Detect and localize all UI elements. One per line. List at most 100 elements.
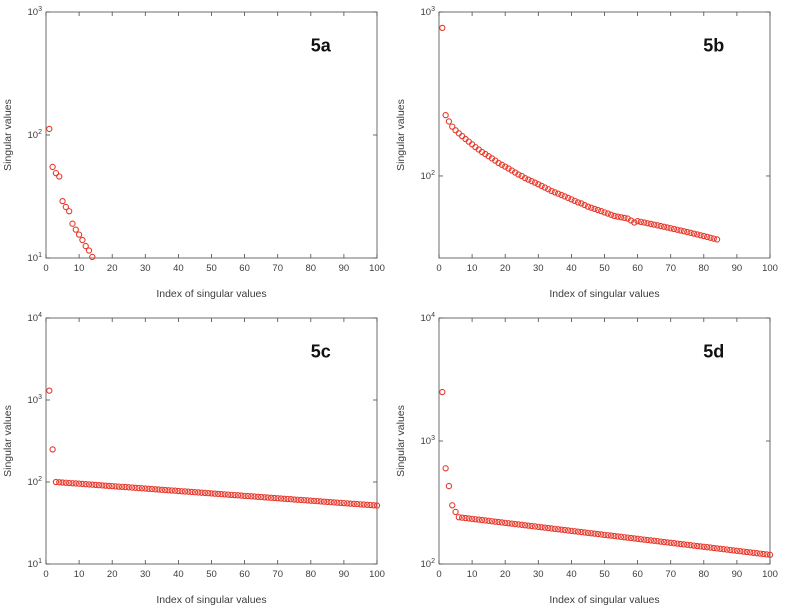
data-point <box>541 184 549 191</box>
data-point <box>521 174 529 182</box>
data-point <box>641 536 648 543</box>
data-point <box>670 540 678 547</box>
data-point <box>274 495 281 502</box>
data-point <box>46 125 53 133</box>
data-point <box>717 545 724 552</box>
data-point <box>281 495 288 502</box>
data-point <box>344 500 351 507</box>
data-series <box>439 388 774 558</box>
data-point <box>750 549 757 556</box>
x-tick-label: 80 <box>699 263 710 274</box>
data-point <box>208 490 215 497</box>
data-point <box>525 176 532 183</box>
data-point <box>545 186 552 193</box>
data-point <box>707 234 714 241</box>
data-point <box>324 498 331 506</box>
data-point <box>142 485 149 492</box>
data-point <box>135 484 142 492</box>
x-tick-label: 90 <box>732 569 743 580</box>
data-point <box>452 508 459 516</box>
data-point <box>69 220 76 227</box>
data-point <box>66 479 73 487</box>
data-point <box>737 548 744 555</box>
data-point <box>185 488 192 495</box>
data-point <box>518 521 525 528</box>
data-point <box>614 213 621 220</box>
data-point <box>178 488 185 495</box>
x-tick-label: 40 <box>566 569 577 580</box>
data-point <box>330 499 338 506</box>
x-tick-label: 60 <box>239 263 250 274</box>
data-point <box>611 532 618 540</box>
data-point <box>637 218 645 225</box>
data-point <box>439 388 446 396</box>
data-point <box>495 159 502 167</box>
chart-5d: 0 10 20 30 40 50 60 70 80 90 100 102 103 104 Index of … <box>395 312 778 606</box>
data-point <box>482 517 489 524</box>
x-tick-label: 0 <box>43 569 48 580</box>
data-point <box>657 538 664 545</box>
chart-panel-5b: 0 10 20 30 40 50 60 70 80 90 100 102 103 Index of sin… <box>393 0 787 306</box>
x-tick-label: 20 <box>500 569 511 580</box>
data-point <box>85 247 93 254</box>
data-point <box>531 179 539 186</box>
data-point <box>102 482 109 489</box>
data-point <box>753 550 760 557</box>
data-point <box>548 525 555 532</box>
data-point <box>79 236 86 244</box>
data-point <box>455 514 463 521</box>
data-point <box>459 514 466 521</box>
data-point <box>59 197 66 205</box>
data-point <box>485 517 492 524</box>
data-point <box>105 482 113 490</box>
data-point <box>525 522 532 529</box>
data-point <box>670 225 678 233</box>
data-point <box>145 485 152 492</box>
data-point <box>621 534 628 541</box>
data-point <box>687 542 694 549</box>
data-point <box>588 530 595 537</box>
data-point <box>72 226 79 233</box>
x-tick-label: 70 <box>272 569 283 580</box>
data-point <box>558 191 565 199</box>
data-point <box>238 492 245 499</box>
x-axis-label: Index of singular values <box>156 594 266 606</box>
data-point <box>122 483 129 491</box>
data-point <box>654 538 661 545</box>
data-point <box>588 204 595 211</box>
x-tick-label: 10 <box>74 263 85 274</box>
data-point <box>604 210 611 217</box>
data-point <box>320 498 328 505</box>
data-point <box>660 538 668 546</box>
data-point <box>571 197 578 205</box>
x-tick-label: 10 <box>467 263 478 274</box>
data-point <box>89 481 96 488</box>
data-point <box>564 194 572 202</box>
data-point <box>634 218 641 225</box>
data-point <box>545 524 552 532</box>
data-point <box>650 221 658 228</box>
data-point <box>617 214 625 221</box>
panel-label: 5b <box>703 36 724 56</box>
data-point <box>498 161 506 168</box>
data-point <box>465 515 472 522</box>
x-tick-label: 50 <box>206 263 217 274</box>
data-point <box>727 546 734 554</box>
data-point <box>66 208 73 215</box>
data-point <box>694 231 701 238</box>
data-point <box>558 526 565 533</box>
data-point <box>148 485 156 493</box>
data-point <box>756 550 764 557</box>
data-point <box>621 214 628 222</box>
y-tick-label: 104 <box>421 312 436 324</box>
x-tick-label: 20 <box>500 263 511 274</box>
chart-panel-5c: 0 10 20 30 40 50 60 70 80 90 100 101 102 103 104 Index … <box>0 306 393 612</box>
x-tick-label: 0 <box>436 263 441 274</box>
data-point <box>740 548 747 555</box>
data-point <box>680 541 688 548</box>
data-point <box>72 480 79 487</box>
data-point <box>264 494 271 501</box>
data-point <box>181 488 189 495</box>
data-point <box>162 486 169 494</box>
data-point <box>261 494 268 501</box>
